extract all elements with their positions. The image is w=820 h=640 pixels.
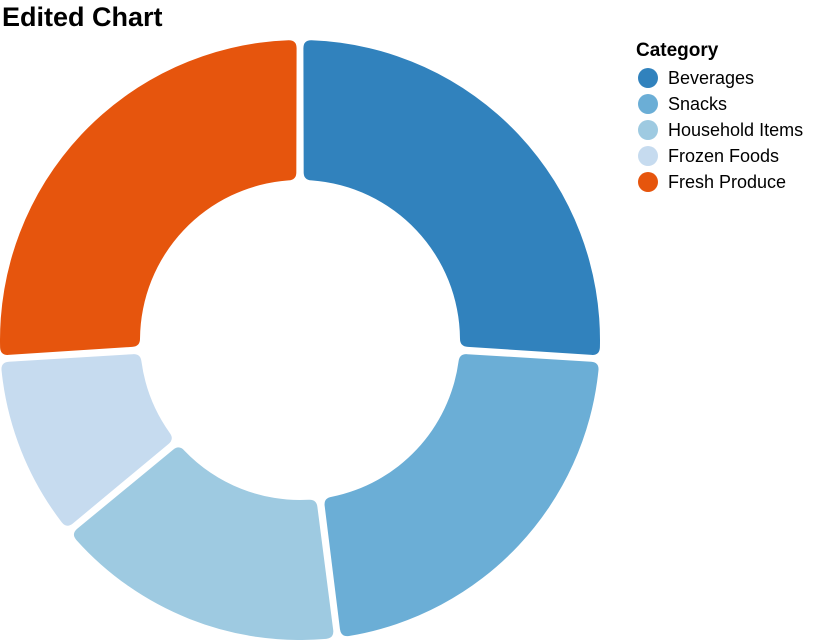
legend-item-household-items[interactable]: Household Items [636, 117, 820, 143]
legend-label-frozen-foods: Frozen Foods [668, 145, 780, 166]
donut-slice-beverages[interactable] [303, 40, 601, 355]
legend-label-snacks: Snacks [668, 93, 728, 114]
legend: Category Beverages Snacks Household Items F… [636, 38, 820, 195]
legend-item-frozen-foods[interactable]: Frozen Foods [636, 143, 820, 169]
legend-item-fresh-produce[interactable]: Fresh Produce [636, 169, 820, 195]
legend-swatch-snacks [638, 94, 658, 114]
legend-item-beverages[interactable]: Beverages [636, 65, 820, 91]
legend-item-snacks[interactable]: Snacks [636, 91, 820, 117]
legend-swatch-frozen-foods [638, 146, 658, 166]
donut-slice-frozen-foods[interactable] [1, 354, 172, 526]
legend-title: Category [636, 40, 719, 61]
donut-chart [0, 40, 601, 640]
donut-slice-fresh-produce[interactable] [0, 40, 297, 355]
legend-label-fresh-produce: Fresh Produce [668, 171, 787, 192]
donut-slice-snacks[interactable] [324, 354, 599, 637]
donut-slice-household-items[interactable] [73, 447, 334, 640]
chart-title: Edited Chart [2, 2, 163, 32]
legend-label-beverages: Beverages [668, 67, 755, 88]
legend-swatch-fresh-produce [638, 172, 658, 192]
legend-label-household-items: Household Items [668, 119, 804, 140]
legend-swatch-household-items [638, 120, 658, 140]
legend-items: Beverages Snacks Household Items Frozen Foo… [636, 65, 820, 195]
legend-swatch-beverages [638, 68, 658, 88]
